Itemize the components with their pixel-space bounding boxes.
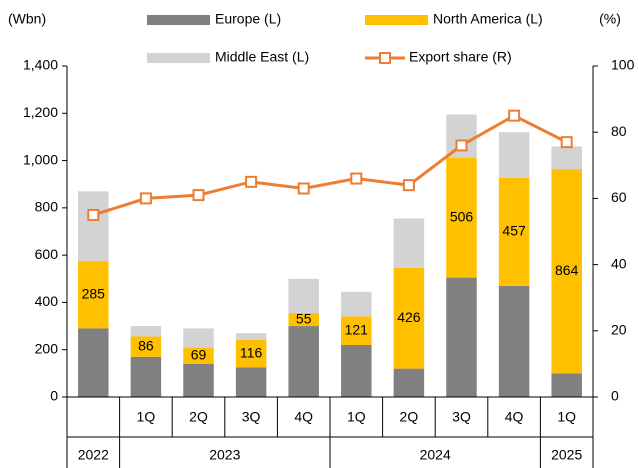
data-label: 55 bbox=[296, 310, 312, 326]
bar-segment bbox=[393, 368, 425, 397]
y-axis-unit: (Wbn) bbox=[8, 11, 46, 27]
x-tick-label: 3Q bbox=[242, 409, 261, 425]
data-label: 116 bbox=[240, 344, 263, 360]
bar-segment bbox=[446, 157, 477, 278]
line-marker bbox=[402, 179, 415, 192]
data-label: 86 bbox=[138, 337, 154, 353]
bar-segment bbox=[130, 336, 162, 357]
legend-swatch bbox=[147, 53, 210, 63]
line-marker bbox=[560, 136, 573, 149]
line-marker bbox=[350, 172, 363, 185]
y2-tick-label: 40 bbox=[611, 255, 627, 271]
y2-tick-label: 100 bbox=[611, 57, 635, 73]
bar-segment bbox=[393, 218, 425, 268]
line-marker bbox=[245, 175, 258, 188]
y-tick-label: 200 bbox=[35, 340, 59, 356]
y-tick-label: 1,000 bbox=[23, 151, 58, 167]
legend-swatch bbox=[365, 15, 428, 25]
y-tick-label: 1,400 bbox=[23, 57, 58, 73]
legend-label: Export share (R) bbox=[409, 49, 512, 65]
legend-label: North America (L) bbox=[433, 11, 543, 27]
bar-segment bbox=[393, 267, 425, 369]
bar-segment bbox=[498, 177, 530, 286]
bar-segment bbox=[446, 114, 477, 158]
y2-tick-label: 20 bbox=[611, 322, 627, 338]
x-group-label: 2024 bbox=[420, 447, 451, 463]
line-marker bbox=[139, 192, 152, 205]
data-label: 121 bbox=[345, 321, 369, 337]
x-tick-label: 1Q bbox=[347, 409, 366, 425]
bar-segment bbox=[78, 328, 109, 397]
legend-marker bbox=[379, 52, 391, 64]
data-label: 457 bbox=[502, 223, 526, 239]
bar-segment bbox=[446, 277, 477, 397]
y2-axis-unit: (%) bbox=[599, 11, 621, 27]
bar-segment bbox=[288, 313, 319, 327]
y-tick-label: 0 bbox=[50, 388, 58, 404]
y-tick-label: 1,200 bbox=[23, 104, 58, 120]
bar-segment bbox=[498, 285, 530, 397]
y2-tick-label: 80 bbox=[611, 123, 627, 139]
data-label: 69 bbox=[191, 346, 207, 362]
legend-swatch bbox=[147, 15, 210, 25]
bar-segment bbox=[235, 333, 267, 341]
line-marker bbox=[297, 182, 310, 195]
bar-segment bbox=[183, 328, 214, 348]
line-marker bbox=[455, 139, 468, 152]
bar-segment bbox=[78, 261, 109, 329]
bar-segment bbox=[183, 363, 214, 397]
bar-segment bbox=[551, 146, 582, 170]
x-tick-label: 3Q bbox=[452, 409, 471, 425]
bar-segment bbox=[551, 169, 582, 374]
bar-segment bbox=[288, 326, 319, 397]
x-tick-label: 1Q bbox=[137, 409, 156, 425]
data-label: 285 bbox=[82, 285, 106, 301]
x-group-label: 2025 bbox=[551, 447, 582, 463]
legend-label: Europe (L) bbox=[215, 11, 281, 27]
x-group-label: 2023 bbox=[209, 447, 240, 463]
bar-segment bbox=[130, 356, 162, 397]
data-label: 864 bbox=[555, 262, 579, 278]
bar-segment bbox=[341, 344, 372, 397]
bar-segment bbox=[498, 132, 530, 178]
line-marker bbox=[192, 189, 205, 202]
bar-segment bbox=[341, 316, 372, 345]
y2-tick-label: 60 bbox=[611, 189, 627, 205]
x-tick-label: 4Q bbox=[505, 409, 524, 425]
line-series bbox=[92, 113, 568, 217]
bar-segment bbox=[183, 347, 214, 364]
y2-tick-label: 0 bbox=[611, 388, 619, 404]
data-label: 506 bbox=[450, 208, 474, 224]
line-marker bbox=[508, 109, 521, 122]
bar-segment bbox=[551, 373, 582, 397]
bar-segment bbox=[288, 278, 319, 314]
x-group-label: 2022 bbox=[78, 447, 109, 463]
bar-segment bbox=[341, 291, 372, 317]
y-tick-label: 400 bbox=[35, 293, 59, 309]
line-marker bbox=[87, 208, 100, 221]
bar-segment bbox=[130, 326, 162, 337]
x-tick-label: 4Q bbox=[294, 409, 313, 425]
bar-segment bbox=[78, 191, 109, 262]
bar-segment bbox=[235, 367, 267, 397]
x-tick-label: 2Q bbox=[189, 409, 208, 425]
x-tick-label: 1Q bbox=[557, 409, 576, 425]
y-tick-label: 600 bbox=[35, 246, 59, 262]
x-tick-label: 2Q bbox=[400, 409, 419, 425]
data-label: 426 bbox=[397, 309, 421, 325]
legend-label: Middle East (L) bbox=[215, 49, 309, 65]
y-tick-label: 800 bbox=[35, 199, 59, 215]
bar-segment bbox=[235, 340, 267, 368]
